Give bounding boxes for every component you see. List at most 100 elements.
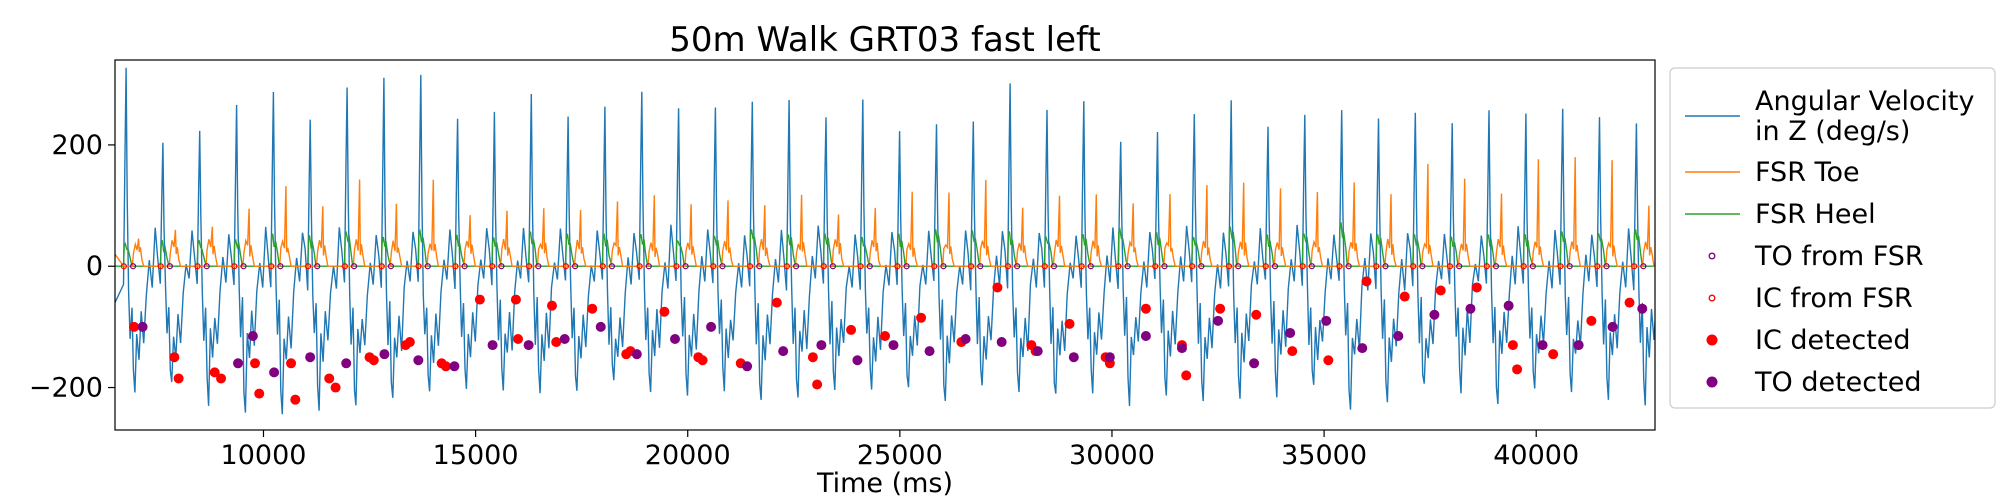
ic-detected-marker [129,321,140,332]
plot-frame [114,59,1656,431]
to-from-fsr-marker [461,263,468,270]
legend-label: IC detected [1755,325,1911,356]
to-from-fsr-marker [829,263,837,270]
x-axis: 10000 15000 20000 25000 30000 35000 40000 [221,430,1579,471]
to-detected-marker [595,321,606,332]
to-detected-marker [1503,300,1514,311]
plot-area [115,67,1655,415]
x-tick-label: 35000 [1281,440,1367,471]
to-detected-marker [1429,309,1440,320]
ic-detected-marker [1435,285,1446,296]
to-detected-marker [1321,315,1332,326]
to-detected-marker [1285,327,1296,338]
x-tick-label: 30000 [1069,440,1155,471]
to-detected-marker [233,358,244,369]
to-from-fsr-marker [1124,263,1131,270]
ic-detected-marker [659,306,670,317]
to-detected-marker [379,349,390,360]
to-from-fsr-marker [1308,263,1315,270]
legend-item: TO from FSR [1708,241,1924,272]
to-detected-marker [778,346,789,357]
to-detected-marker [1176,343,1187,354]
to-detected-marker [924,346,935,357]
x-tick-label: 20000 [645,440,731,471]
to-detected-marker [449,361,460,372]
legend-filled-marker-swatch [1706,334,1718,346]
ic-from-fsr-marker [452,263,459,270]
ic-from-fsr-marker [304,263,312,270]
series-fsr-toe [115,157,1655,267]
ic-from-fsr-marker [1152,263,1159,270]
ic-detected-marker [546,300,557,311]
to-detected-marker [670,334,680,345]
legend-item: IC detected [1706,325,1911,356]
ic-detected-marker [1323,355,1334,366]
to-detected-marker [1249,358,1260,369]
y-tick-label: −200 [29,373,103,404]
ic-from-fsr-marker [1446,263,1454,270]
ic-detected-marker [1251,309,1262,320]
legend-label: in Z (deg/s) [1755,116,1910,147]
to-detected-marker [1637,303,1648,314]
ic-detected-marker [1548,349,1559,360]
to-from-fsr-marker [1271,263,1279,270]
ic-detected-marker [286,358,297,369]
ic-from-fsr-marker [1594,263,1601,270]
ic-from-fsr-marker [1557,263,1564,270]
to-from-fsr-marker [1161,263,1168,270]
ic-detected-marker [474,294,485,305]
legend-item: TO detected [1706,367,1921,398]
legend-open-marker-swatch [1708,252,1716,260]
ic-from-fsr-marker [525,263,533,270]
legend-filled-marker-swatch [1706,376,1718,388]
ic-from-fsr-marker [894,263,901,270]
ic-from-fsr-marker [931,263,938,270]
ic-detected-marker [173,373,184,384]
legend-item: FSR Toe [1685,157,1860,188]
ic-from-fsr-marker [120,263,127,270]
ic-from-fsr-marker [1041,263,1048,270]
legend-label: Angular Velocity [1755,86,1975,117]
ic-from-fsr-marker [1262,263,1269,270]
ic-from-fsr-marker [673,263,680,270]
ic-detected-marker [169,352,180,363]
to-detected-marker [1357,343,1368,354]
ic-detected-marker [250,358,260,369]
y-tick-label: 0 [86,251,103,282]
ic-from-fsr-marker [783,263,791,270]
to-from-fsr-marker [424,263,431,270]
ic-detected-marker [992,282,1003,293]
ic-detected-marker [1507,340,1518,351]
to-detected-marker [413,355,424,366]
ic-detected-marker [1624,297,1635,308]
to-from-fsr-marker [1640,263,1647,270]
ic-detected-marker [807,352,818,363]
ic-detected-marker [254,388,265,399]
to-from-fsr-marker [1235,263,1242,270]
to-from-fsr-marker [166,263,173,270]
ic-detected-marker [1181,370,1192,381]
chart-title: 50m Walk GRT03 fast left [669,20,1100,60]
ic-from-fsr-marker [967,263,975,270]
to-detected-marker [269,367,280,378]
to-detected-marker [559,334,570,345]
ic-detected-marker [1399,291,1410,302]
to-from-fsr-marker [1345,263,1352,270]
ic-from-fsr-marker [1336,263,1343,270]
ic-detected-marker [697,355,708,366]
ic-from-fsr-marker [1631,263,1638,270]
ic-detected-marker [1215,303,1226,314]
ic-from-fsr-marker [1225,263,1233,270]
to-from-fsr-marker [1382,263,1389,270]
to-from-fsr-marker [498,263,505,270]
to-from-fsr-marker [387,263,395,270]
x-tick-label: 25000 [857,440,943,471]
ic-detected-marker [551,337,562,348]
to-from-fsr-marker [756,263,763,270]
to-from-fsr-marker [535,263,542,270]
ic-from-fsr-marker [1483,263,1490,270]
ic-from-fsr-marker [1004,263,1012,270]
ic-detected-marker [1064,318,1075,329]
to-detected-marker [1068,352,1079,363]
to-from-fsr-marker [1603,263,1610,270]
